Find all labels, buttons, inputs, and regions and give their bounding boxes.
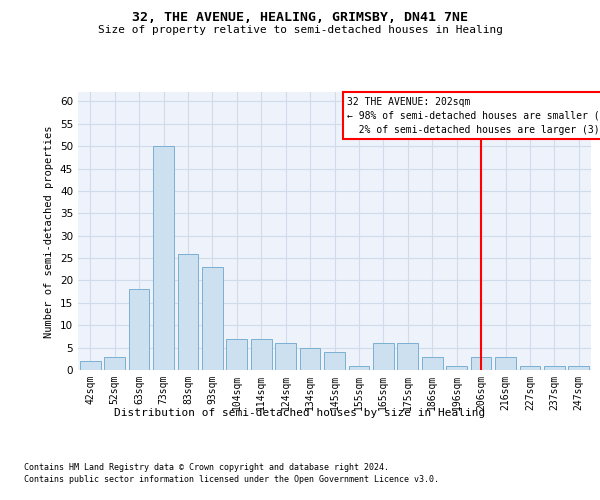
Bar bbox=[202, 267, 223, 370]
Bar bbox=[324, 352, 345, 370]
Bar bbox=[104, 356, 125, 370]
Bar bbox=[349, 366, 370, 370]
Bar bbox=[251, 338, 272, 370]
Text: Contains public sector information licensed under the Open Government Licence v3: Contains public sector information licen… bbox=[24, 476, 439, 484]
Bar bbox=[226, 338, 247, 370]
Bar bbox=[520, 366, 541, 370]
Text: Size of property relative to semi-detached houses in Healing: Size of property relative to semi-detach… bbox=[97, 25, 503, 35]
Bar bbox=[568, 366, 589, 370]
Bar bbox=[373, 343, 394, 370]
Bar bbox=[470, 356, 491, 370]
Y-axis label: Number of semi-detached properties: Number of semi-detached properties bbox=[44, 125, 55, 338]
Bar bbox=[153, 146, 174, 370]
Bar bbox=[275, 343, 296, 370]
Text: 32 THE AVENUE: 202sqm
← 98% of semi-detached houses are smaller (159)
  2% of se: 32 THE AVENUE: 202sqm ← 98% of semi-deta… bbox=[347, 96, 600, 134]
Bar bbox=[128, 290, 149, 370]
Bar bbox=[422, 356, 443, 370]
Bar bbox=[80, 361, 101, 370]
Text: 32, THE AVENUE, HEALING, GRIMSBY, DN41 7NE: 32, THE AVENUE, HEALING, GRIMSBY, DN41 7… bbox=[132, 11, 468, 24]
Bar bbox=[544, 366, 565, 370]
Text: Distribution of semi-detached houses by size in Healing: Distribution of semi-detached houses by … bbox=[115, 408, 485, 418]
Bar bbox=[397, 343, 418, 370]
Bar bbox=[495, 356, 516, 370]
Text: Contains HM Land Registry data © Crown copyright and database right 2024.: Contains HM Land Registry data © Crown c… bbox=[24, 463, 389, 472]
Bar bbox=[446, 366, 467, 370]
Bar bbox=[299, 348, 320, 370]
Bar bbox=[178, 254, 199, 370]
